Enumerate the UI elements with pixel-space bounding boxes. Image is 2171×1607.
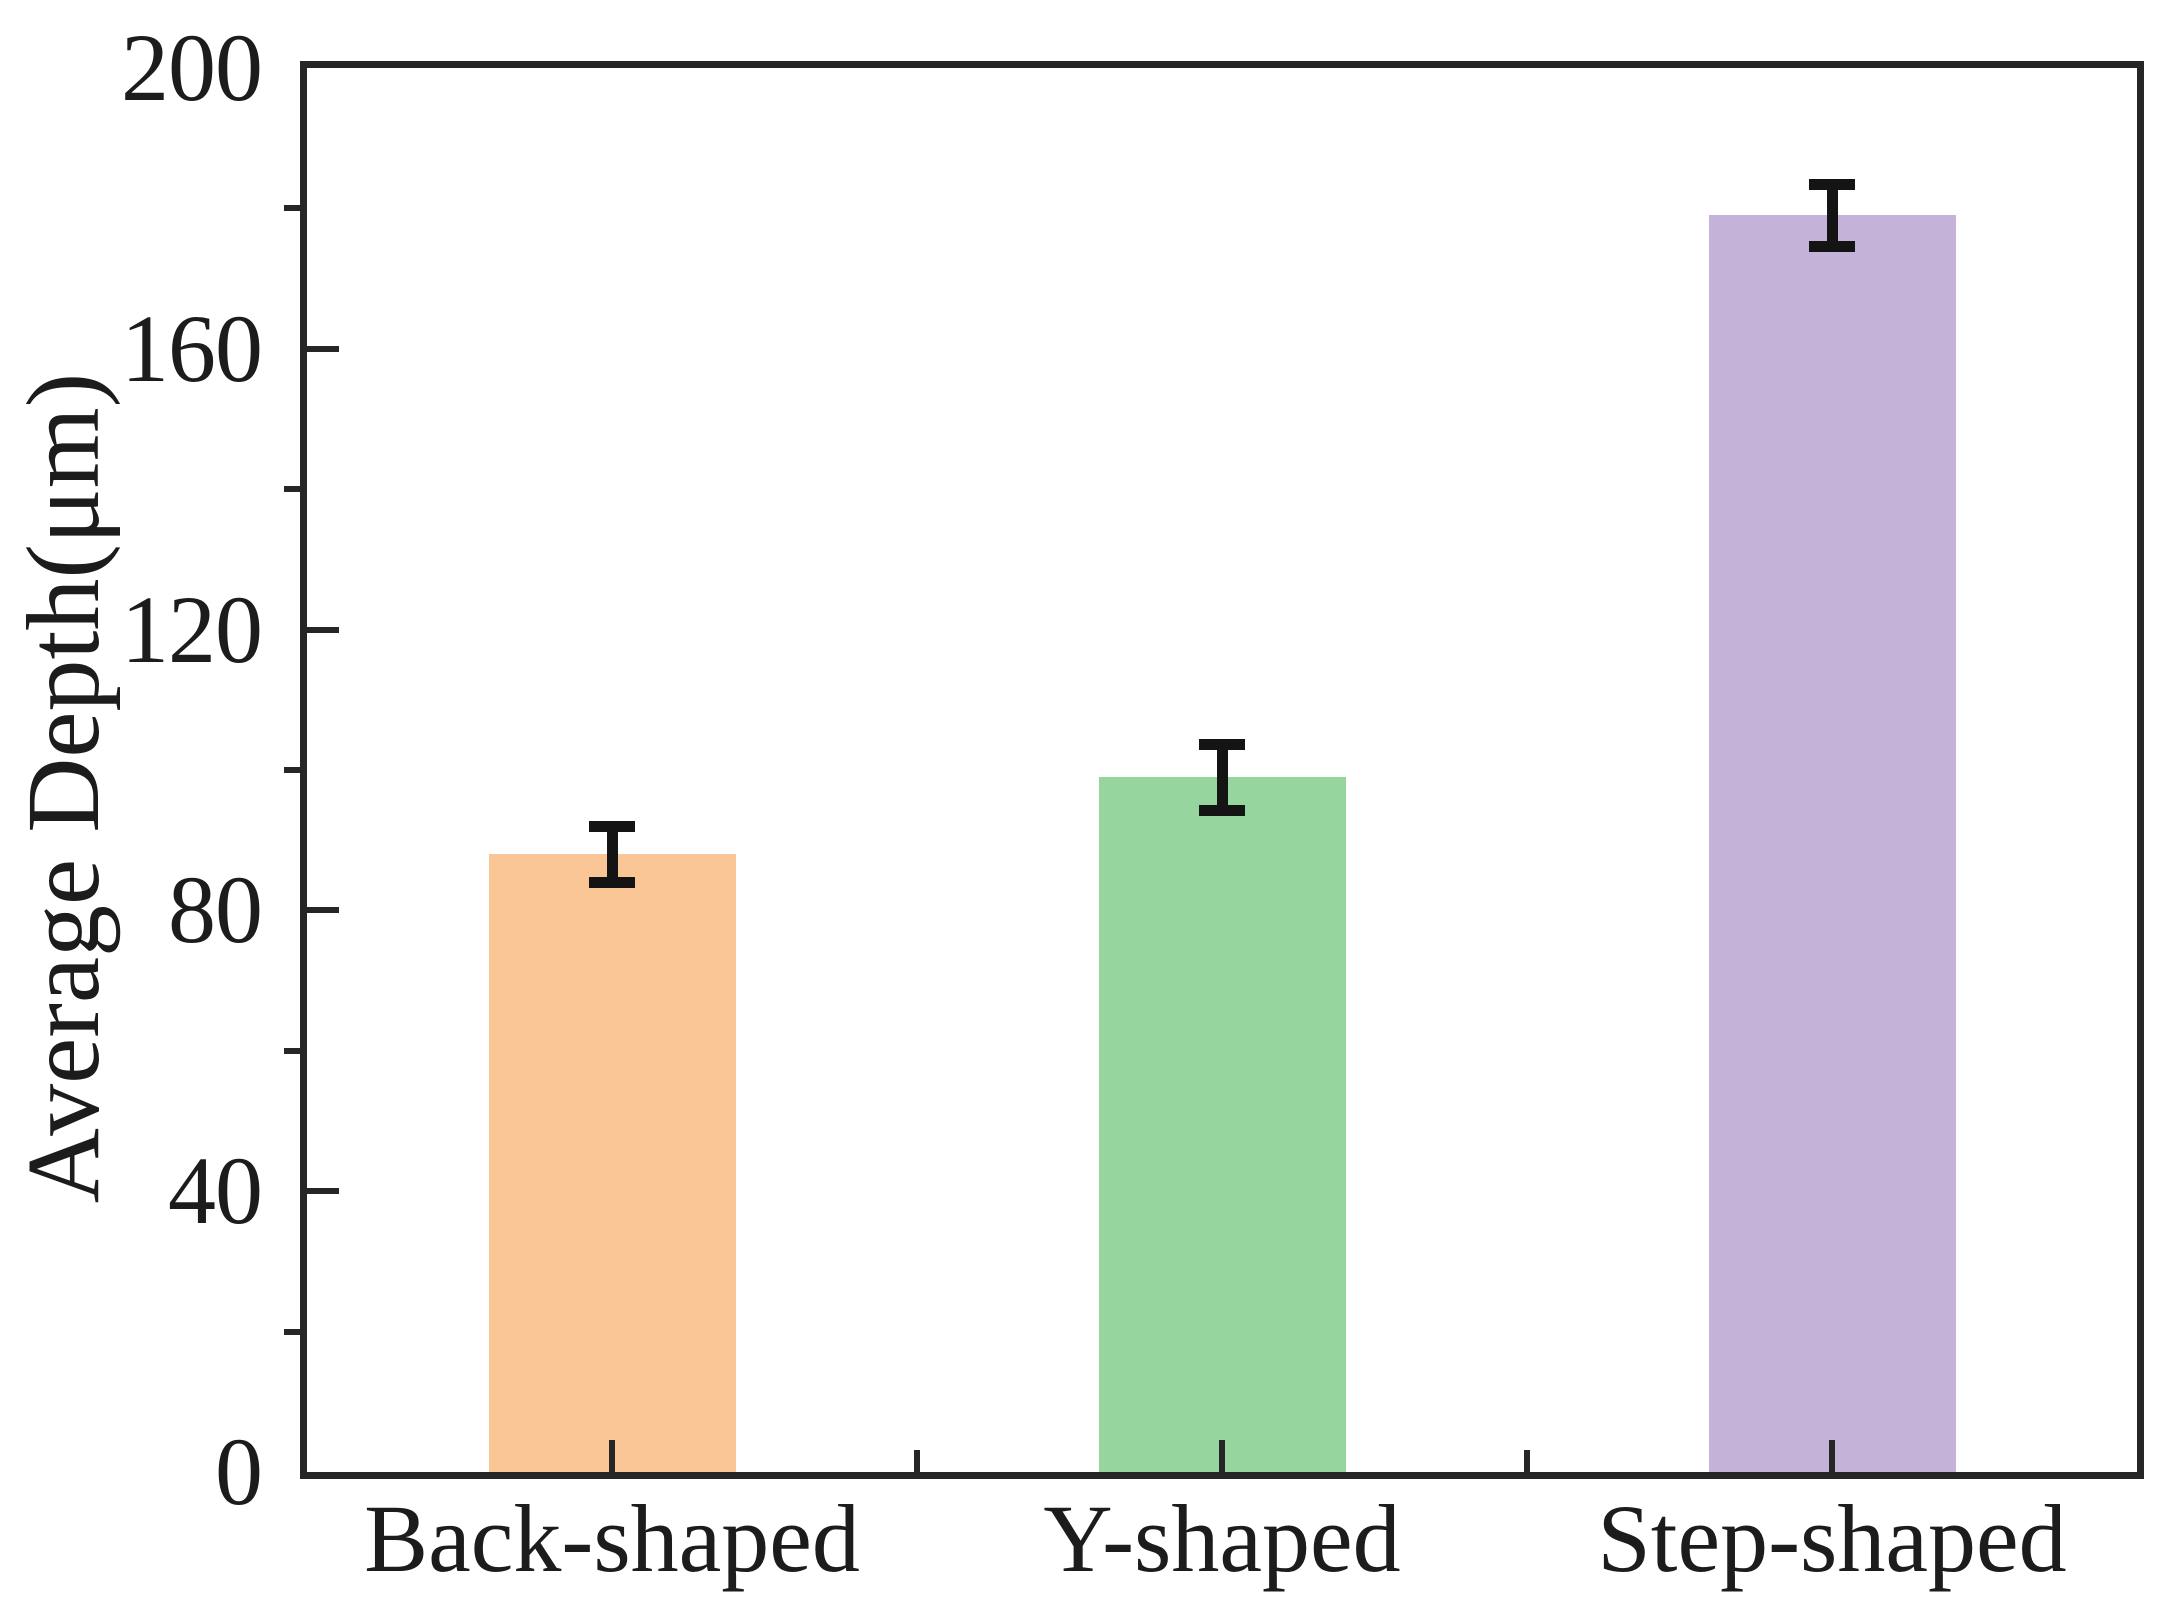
y-tick-label: 160 (121, 294, 263, 402)
error-bar-stem (1826, 184, 1838, 247)
error-bar-cap-top (1809, 179, 1855, 191)
y-axis-label: Average Depth(μm) (6, 372, 121, 1204)
y-minor-tick (284, 1047, 300, 1054)
bar-back-shaped (488, 854, 736, 1472)
x-major-tick (1219, 1440, 1225, 1472)
error-bar-cap-bottom (1809, 240, 1855, 252)
y-minor-tick (284, 767, 300, 773)
error-bar-cap-top (1199, 738, 1245, 750)
y-minor-tick (284, 486, 300, 493)
y-tick-label: 80 (168, 856, 263, 964)
y-major-tick (307, 907, 339, 914)
bar-step-shaped (1708, 215, 1956, 1472)
x-minor-tick (1524, 1450, 1530, 1472)
x-minor-tick (914, 1450, 920, 1472)
bar-y-shaped (1098, 777, 1346, 1472)
x-major-tick (609, 1440, 615, 1472)
x-major-tick (1829, 1440, 1835, 1472)
error-bar-cap-bottom (1199, 804, 1245, 816)
x-category-label-back-shaped: Back-shaped (364, 1485, 860, 1592)
error-bar-stem (606, 826, 618, 883)
error-bar-stem (1216, 744, 1228, 810)
y-tick-label: 0 (215, 1418, 263, 1525)
y-tick-label: 200 (121, 14, 263, 121)
error-bar-cap-bottom (589, 876, 635, 888)
y-major-tick (307, 1188, 339, 1195)
y-tick-label: 40 (168, 1137, 263, 1245)
y-minor-tick (284, 205, 300, 212)
x-category-label-y-shaped: Y-shaped (1043, 1485, 1401, 1592)
y-minor-tick (284, 1328, 300, 1335)
x-category-label-step-shaped: Step-shaped (1597, 1485, 2067, 1592)
y-major-tick (307, 626, 339, 633)
error-bar-cap-top (589, 820, 635, 832)
y-tick-label: 120 (121, 575, 263, 683)
y-major-tick (307, 345, 339, 352)
